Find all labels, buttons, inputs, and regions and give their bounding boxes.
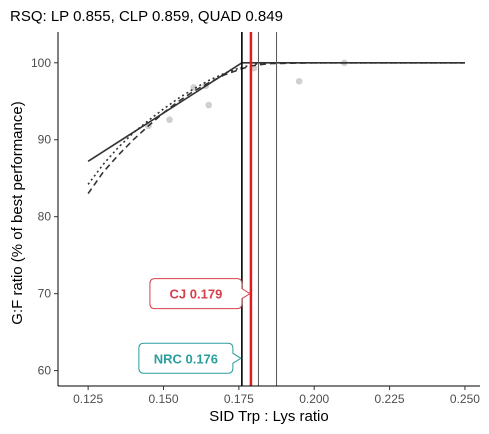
annotation-box	[149, 278, 251, 310]
annotation-label: CJ 0.179	[170, 287, 223, 302]
y-tick-label: 80	[38, 210, 52, 224]
y-ticks: 60 70 80 90 100	[31, 56, 58, 378]
x-tick-label: 0.250	[450, 392, 480, 406]
x-tick-label: 0.200	[299, 392, 329, 406]
annotation-callout: CJ 0.179	[149, 278, 251, 310]
x-tick-label: 0.175	[224, 392, 254, 406]
annotation-box	[138, 342, 242, 374]
x-tick-label: 0.225	[375, 392, 405, 406]
x-tick-label: 0.125	[73, 392, 103, 406]
fit-line-dashed	[87, 62, 465, 195]
y-tick-label: 70	[38, 287, 52, 301]
x-tick-label: 0.150	[148, 392, 178, 406]
data-point	[166, 116, 173, 124]
y-tick-label: 60	[38, 364, 52, 378]
y-tick-label: 90	[38, 133, 52, 147]
x-axis-label: SID Trp : Lys ratio	[209, 408, 328, 425]
chart-title: RSQ: LP 0.855, CLP 0.859, QUAD 0.849	[10, 8, 283, 25]
annotation-callout: NRC 0.176	[138, 342, 242, 374]
annotation-label: NRC 0.176	[154, 351, 218, 366]
plot-area: CJ 0.179 NRC 0.176	[87, 32, 465, 386]
data-point	[205, 101, 213, 109]
x-ticks: 0.125 0.150 0.175 0.200 0.225 0.250	[73, 386, 480, 406]
data-point	[295, 77, 303, 85]
y-axis-label: G:F ratio (% of best performance)	[9, 101, 26, 324]
y-tick-label: 100	[31, 56, 51, 70]
